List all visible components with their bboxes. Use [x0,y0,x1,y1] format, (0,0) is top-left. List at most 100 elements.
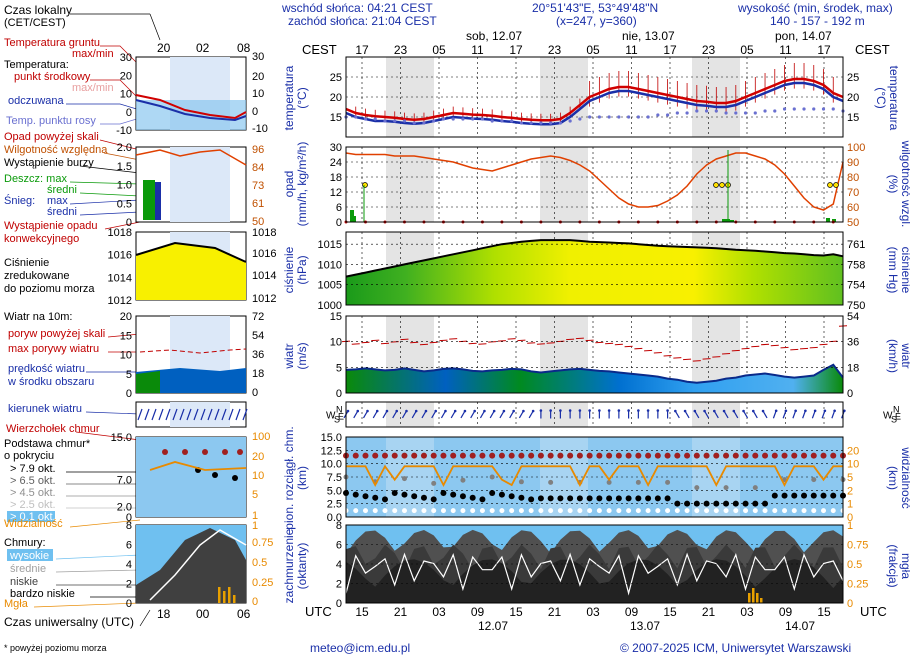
preview-night [170,402,230,427]
preview-tick: 7.0 [117,475,132,487]
wind-arrow-head [424,409,428,413]
cloud-base-low-dot [791,508,797,514]
wind-arrow-head [539,409,543,412]
preview-wind-area-green [136,371,160,393]
wind-arrow-head [823,409,827,413]
leader-mid [55,569,141,573]
preview-hour-08: 08 [237,41,251,55]
left-legend: Temperatura gruntu max/min Temperatura: … [4,37,134,653]
gust-mark [692,360,701,362]
cloud-base-dot [635,495,642,502]
cloud-top-dot [703,452,710,459]
dewpoint-point [646,115,650,119]
preview-fog-tick: 1 [252,520,258,532]
wind-arrow-head [751,409,755,413]
preview-tick: 1016 [108,250,132,262]
preview-tick: 10 [120,89,132,101]
wind-arrow [372,410,378,419]
mid-cloud-label: średnie [10,563,46,575]
apparent-label: odczuwana [8,95,65,107]
preview-wind-area [136,368,246,393]
preview-hum-tick: 84 [252,162,264,174]
preview-tick: 10 [120,350,132,362]
cloud-base-dot [791,492,798,499]
cloud-base-low-dot [528,508,534,514]
cloud-base-low-dot [665,508,671,514]
gust-mark [419,343,428,346]
cloud-base-low-dot [411,508,417,514]
cloud-base-mid-dot [460,477,466,483]
dewpoint-point [773,109,777,113]
leader-ground [100,45,141,67]
gust-mark [761,343,770,346]
cloud-top-dot [469,452,476,459]
cloud-base-dot [771,492,778,499]
dewpoint-point [763,109,767,113]
axis-titles: temperatura (°C) temperatura (°C) opad (… [282,65,910,603]
cloud-base-low-dot [499,508,505,514]
preview-wind-arrow [179,408,185,421]
dewpoint-point [412,121,416,125]
utc-date: 14.07 [785,619,815,633]
cest-tick: 05 [740,43,754,57]
dewpoint-point [393,119,397,123]
cloud-base-low-dot [460,508,466,514]
local-time-sub: (CET/CEST) [4,17,66,29]
cloud-top-dot [586,452,593,459]
cloud-base-dot [430,496,437,503]
footer-email[interactable]: meteo@icm.edu.pl [310,641,410,655]
wind-arrow-head [683,409,687,413]
preview-utc-06: 06 [237,607,251,621]
vis-tick: 20 [847,445,859,457]
cloud-base-dot [606,495,613,502]
dewpoint-point [480,117,485,121]
preview-fog-bar [228,587,231,603]
wind-arrow-head [703,409,706,413]
cloud-top-dot [723,452,730,459]
dewpoint-point [363,117,368,121]
dewpoint-point [685,111,689,115]
utc-tick: 21 [394,605,408,619]
preview-tick: 0 [126,388,132,400]
wind-arrow [752,410,758,419]
preview-tick: 30 [120,52,132,64]
dewpoint-point [422,121,426,125]
temp-tick-r: 25 [847,72,859,84]
preview-low-line [149,529,247,601]
compass-s-r: S [891,415,897,425]
utc-tick: 15 [509,605,523,619]
cloud-base-dot [723,500,730,507]
visibility-label: Widzialność [4,518,63,530]
gust-mark [517,339,526,342]
panel-border [345,231,844,306]
wind-arrow [802,410,806,419]
preview-gust-line [139,348,247,354]
preview-tick: 1.5 [117,161,132,173]
wind-arrow-head [774,409,778,413]
wind-arrow-head [483,409,486,413]
preview-tick: 2.0 [117,142,132,154]
wind-arrow-head [568,409,572,412]
cloud-base-low-dot [470,508,476,514]
preview-wind-arrow [144,408,150,421]
cloud-base-dot [810,492,817,499]
wind-arrow [460,410,466,419]
gust-mark [478,343,487,345]
wind-arrow-head [453,409,457,413]
cloud-base-mid-dot [723,485,729,491]
wind-arrow [499,410,505,419]
preview-panels: 3020100-102.01.51.00.5010181016101410122… [108,51,277,610]
cloud-base-low-dot [811,508,817,514]
precip-over-label: Opad powyżej skali [4,131,99,143]
cloud-top-dot [664,452,671,459]
cloud-base-low-dot [704,508,710,514]
visibility-line [346,464,843,487]
preview-cloud-top-dot [162,449,168,455]
preview-tick: 1.0 [117,180,132,192]
gust-mark [410,341,419,344]
utc-tick: 03 [740,605,754,619]
cloud-base-low-dot [684,508,690,514]
wind-arrow [353,410,359,419]
wind-arrow [684,410,690,419]
wind-arrow-head [804,409,807,413]
